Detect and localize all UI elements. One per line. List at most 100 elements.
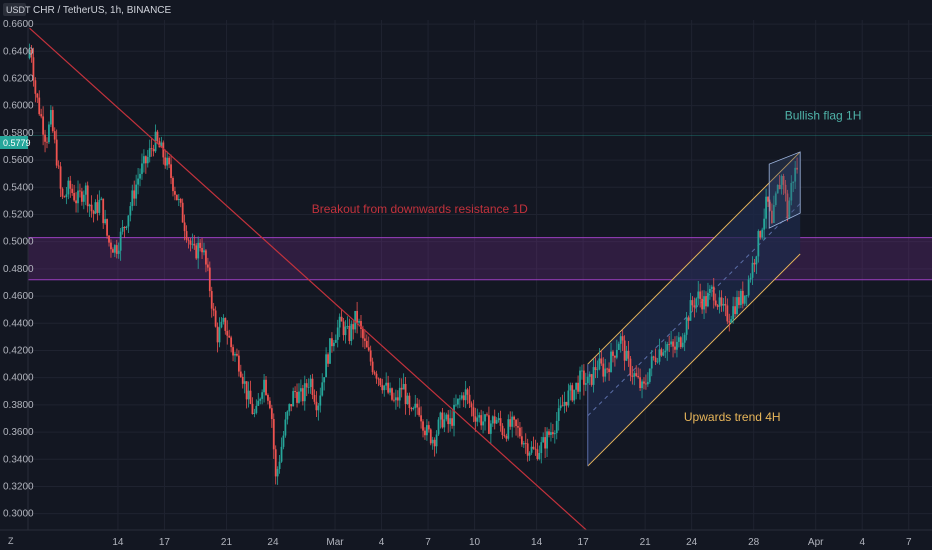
candle-body [362,328,364,339]
candle-body [152,148,155,152]
candle-body [111,249,114,253]
scale-mode-label[interactable]: Z [8,536,14,546]
candle-body [199,242,202,248]
candle-body [635,373,638,376]
candle-body [49,110,52,125]
candle-body [323,377,326,383]
candle-body [205,250,207,265]
y-tick-label: 0.3800 [3,400,34,411]
candle-body [765,196,767,219]
candle-body [453,404,455,426]
candle-body [590,374,593,385]
candle-body [753,262,756,265]
candle-body [503,435,506,437]
candle-body [641,381,643,389]
candle-body [427,425,430,430]
candle-body [757,231,760,257]
candle-body [280,446,283,462]
candle-body [278,461,281,470]
candle-body [612,351,614,356]
candle-body [239,371,242,377]
x-tick-label: 21 [221,537,233,548]
candle-body [637,375,640,378]
candle-body [86,185,89,207]
candle-body [468,394,471,404]
y-tick-label: 0.3400 [3,454,34,465]
candle-body [575,382,578,390]
candle-body [53,131,56,140]
candle-body [245,381,248,400]
candle-body [113,245,116,253]
candle-body [131,190,134,207]
candle-body [189,240,192,245]
x-tick-label: 24 [686,537,698,548]
candle-body [524,443,527,444]
candle-body [732,306,735,320]
candle-body [584,383,587,385]
candle-body [687,317,690,321]
candle-body [234,353,236,356]
x-tick-label: 28 [748,537,760,548]
y-tick-label: 0.5600 [3,155,34,166]
candle-body [212,308,215,311]
candle-body [158,141,161,148]
candle-body [59,166,62,189]
candle-body [327,354,329,364]
candle-body [166,157,169,166]
candle-body [708,288,711,293]
candle-body [443,419,446,428]
candle-body [778,184,781,190]
candle-body [336,327,339,340]
candle-body [420,415,422,422]
x-tick-label: 24 [267,537,279,548]
x-tick-label: 7 [906,537,912,548]
candle-body [588,374,591,377]
candle-body [561,405,564,407]
channel-upper-line [587,151,801,365]
candle-body [100,198,103,200]
last-price-badge [0,136,28,149]
candle-body [377,378,380,380]
candle-body [559,405,562,409]
candle-body [579,370,581,392]
candle-body [92,211,95,214]
candle-body [724,303,727,306]
currency-badge[interactable] [3,3,26,16]
candle-body [119,231,122,251]
candle-body [183,222,186,232]
candle-body [776,184,779,194]
candle-body [592,367,595,385]
candle-body [206,264,209,268]
candle-body [259,398,262,401]
candle-body [263,379,265,393]
candle-body [662,352,665,356]
candle-body [195,245,198,259]
candle-body [792,181,795,183]
y-tick-label: 0.5400 [3,182,34,193]
candle-body [433,439,436,447]
candle-body [594,367,597,370]
x-tick-label: 4 [379,537,385,548]
candle-body [363,338,366,341]
candle-body [102,198,105,224]
candle-body [534,448,537,450]
candle-body [34,80,37,94]
y-tick-label: 0.3200 [3,481,34,492]
candle-body [652,356,655,358]
candle-body [129,206,132,216]
candle-body [307,387,310,388]
candle-body [610,351,612,373]
candle-body [218,327,221,343]
candle-body [394,397,397,401]
candle-body [749,277,752,280]
candle-body [701,298,704,310]
candle-body [84,185,87,195]
candle-body [123,227,126,229]
candle-body [137,178,139,185]
candle-body [193,243,196,246]
candle-body [786,193,789,219]
candle-body [172,177,174,192]
candle-body [90,204,93,212]
